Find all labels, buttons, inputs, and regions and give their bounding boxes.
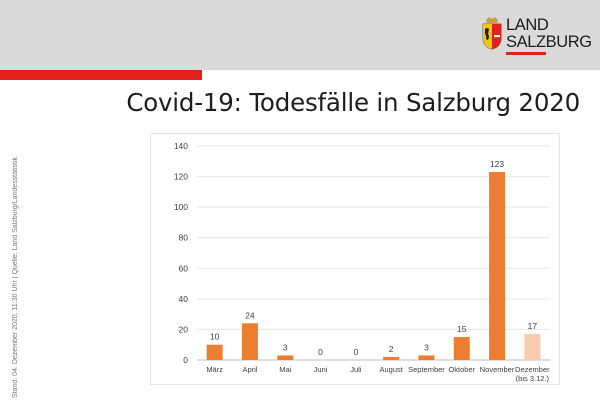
data-label: 17: [528, 321, 538, 331]
y-tick-label: 0: [183, 355, 188, 365]
logo-text-land: LAND: [506, 16, 549, 34]
x-tick-label-line: September: [408, 365, 445, 374]
logo-underline: [506, 52, 546, 55]
x-tick-label: April: [242, 365, 257, 374]
x-tick-label-line: April: [242, 365, 257, 374]
x-tick-label-line: Juni: [314, 365, 328, 374]
y-tick-label: 140: [174, 141, 188, 151]
bar: [418, 355, 435, 360]
x-tick-label-line: März: [206, 365, 223, 374]
x-tick-label: Juni: [314, 365, 328, 374]
bar: [524, 334, 541, 360]
y-tick-label: 60: [179, 263, 189, 273]
data-label: 0: [318, 347, 323, 357]
x-tick-label: Mai: [279, 365, 291, 374]
data-label: 3: [283, 342, 288, 352]
x-tick-label: November: [480, 365, 515, 374]
x-tick-label: März: [206, 365, 223, 374]
x-tick-label: Oktober: [448, 365, 475, 374]
x-tick-label-line: August: [379, 365, 403, 374]
y-tick-label: 80: [179, 233, 189, 243]
bar: [277, 355, 294, 360]
y-tick-label: 20: [179, 324, 189, 334]
land-salzburg-logo: LAND SALZBURG: [481, 16, 592, 56]
x-tick-label: August: [379, 365, 403, 374]
x-tick-label-line: (bis 3.12.): [516, 374, 550, 383]
bar: [489, 171, 506, 360]
x-tick-label: Dezember (bis 3.12.): [515, 365, 550, 383]
bar: [206, 344, 223, 360]
x-tick-label-line: November: [480, 365, 515, 374]
x-tick-label: September: [408, 365, 445, 374]
y-tick-label: 40: [179, 294, 189, 304]
x-tick-label-line: Juli: [350, 365, 362, 374]
x-tick-label-line: Dezember: [515, 365, 550, 374]
x-tick-label-line: Mai: [279, 365, 291, 374]
bar: [383, 356, 400, 360]
accent-red-bar: [0, 70, 202, 80]
data-label: 2: [389, 344, 394, 354]
data-label: 0: [353, 347, 358, 357]
data-label: 24: [245, 310, 255, 320]
chart-frame: [150, 133, 560, 385]
data-label: 10: [210, 332, 220, 342]
y-tick-label: 100: [174, 202, 188, 212]
data-label: 123: [490, 159, 504, 169]
x-tick-label: Juli: [350, 365, 362, 374]
page-title: Covid-19: Todesfälle in Salzburg 2020: [126, 88, 580, 117]
data-label: 3: [424, 342, 429, 352]
coat-of-arms-icon: [482, 17, 502, 50]
x-tick-label-line: Oktober: [448, 365, 475, 374]
data-label: 15: [457, 324, 467, 334]
bar: [241, 323, 258, 360]
bar: [453, 337, 470, 360]
logo-text-salzburg: SALZBURG: [506, 33, 592, 51]
y-tick-label: 120: [174, 172, 188, 182]
